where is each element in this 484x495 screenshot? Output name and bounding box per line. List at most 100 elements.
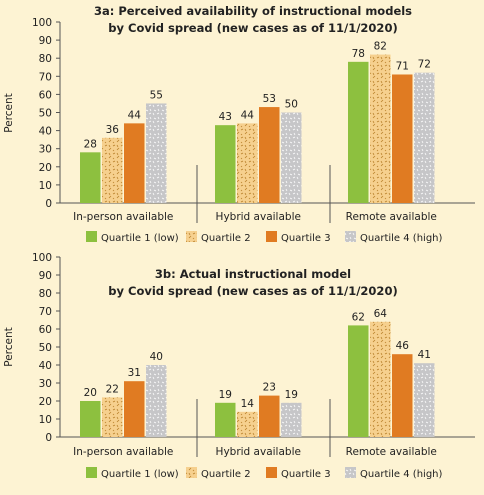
chart-3b-bar <box>392 354 413 437</box>
chart-3a-bar <box>414 72 435 204</box>
chart-3b-legend-label: Quartile 2 <box>201 469 251 480</box>
chart-3a-ytick-label: 100 <box>32 17 52 29</box>
chart-3a: 3a: Perceived availability of instructio… <box>3 4 475 244</box>
chart-3b-ytick-label: 90 <box>39 270 52 282</box>
chart-3b-bars: 20 19 62 22 14 64 31 23 46 40 19 41 <box>80 308 435 437</box>
chart-3a-bar <box>281 112 302 203</box>
chart-3b-bar <box>124 381 145 437</box>
chart-3a-ytick-label: 80 <box>39 53 52 65</box>
chart-3a-category-label: Remote available <box>346 211 437 223</box>
chart-3b-category-label: Remote available <box>346 446 437 458</box>
chart-3b-ytick-label: 20 <box>39 396 52 408</box>
chart-3a-bar <box>392 74 413 204</box>
chart-3a-value-label: 82 <box>374 41 387 53</box>
chart-3a-value-label: 55 <box>150 89 163 101</box>
chart-3a-axes: 0 10 20 30 40 50 60 70 80 90 100 In-person availabl… <box>32 17 475 223</box>
chart-3b-value-label: 41 <box>418 349 431 361</box>
chart-3a-value-label: 43 <box>219 111 232 123</box>
chart-3a-ytick-label: 50 <box>39 108 52 120</box>
chart-3b-bar <box>348 325 369 437</box>
chart-3a-value-label: 71 <box>396 60 409 72</box>
chart-3a-legend-label: Quartile 3 <box>281 233 331 244</box>
chart-3b-value-label: 14 <box>241 398 255 410</box>
chart-3b-value-label: 22 <box>106 383 119 395</box>
chart-3b-legend-swatch <box>345 467 356 478</box>
chart-3a-ytick-label: 90 <box>39 35 52 47</box>
chart-3a-category-label: In-person available <box>73 211 173 223</box>
chart-3a-value-label: 53 <box>263 93 276 105</box>
chart-3a-value-label: 72 <box>418 59 431 71</box>
chart-3a-ytick-label: 10 <box>39 180 52 192</box>
chart-3b-value-label: 20 <box>84 387 97 399</box>
chart-3b-value-label: 31 <box>128 367 141 379</box>
chart-3b-legend-label: Quartile 4 (high) <box>360 469 443 480</box>
chart-3b-ytick-label: 50 <box>39 342 52 354</box>
chart-3b-legend-swatch <box>186 467 197 478</box>
chart-3a-legend-label: Quartile 1 (low) <box>101 233 179 244</box>
chart-3a-ytick-label: 70 <box>39 71 52 83</box>
chart-3b-category-label: In-person available <box>73 446 173 458</box>
chart-3a-bar <box>102 137 123 203</box>
chart-3b-ytick-label: 70 <box>39 306 52 318</box>
chart-3b-bar <box>237 411 258 437</box>
chart-3b-value-label: 62 <box>352 311 365 323</box>
chart-3a-bar <box>124 123 145 203</box>
chart-3b-legend: Quartile 1 (low) Quartile 2 Quartile 3 Quar… <box>86 467 443 480</box>
chart-3a-bar <box>237 123 258 203</box>
chart-3a-legend-swatch <box>186 231 197 242</box>
chart-3a-value-label: 36 <box>106 124 120 136</box>
chart-3b-bar <box>146 365 167 437</box>
chart-3a-ytick-label: 20 <box>39 162 52 174</box>
chart-3a-bar <box>348 61 369 203</box>
chart-3b-legend-swatch <box>86 467 97 478</box>
chart-3b-ylabel: Percent <box>3 327 15 367</box>
chart-3a-ytick-label: 40 <box>39 126 52 138</box>
chart-3a-value-label: 78 <box>352 48 365 60</box>
chart-3b-ytick-label: 0 <box>45 432 52 444</box>
chart-3b-title-line2: by Covid spread (new cases as of 11/1/20… <box>108 284 397 298</box>
chart-3a-value-label: 28 <box>84 138 97 150</box>
chart-3b-legend-swatch <box>266 467 277 478</box>
chart-3a-value-label: 44 <box>241 109 255 121</box>
chart-3a-value-label: 50 <box>285 99 298 111</box>
chart-3b-ytick-label: 40 <box>39 360 52 372</box>
chart-3a-bar <box>146 103 167 203</box>
chart-3a-ytick-label: 60 <box>39 89 52 101</box>
chart-3a-legend-label: Quartile 2 <box>201 233 251 244</box>
chart-3b-bar <box>370 321 391 437</box>
chart-3b-legend-label: Quartile 3 <box>281 469 331 480</box>
chart-3b-value-label: 64 <box>374 308 388 320</box>
chart-3b-ytick-label: 60 <box>39 324 52 336</box>
chart-3b-category-label: Hybrid available <box>216 446 301 458</box>
chart-3b-ytick-label: 30 <box>39 378 52 390</box>
chart-3b-ytick-label: 10 <box>39 414 52 426</box>
chart-3a-legend-swatch <box>266 231 277 242</box>
chart-3b-value-label: 40 <box>150 351 163 363</box>
chart-3b-value-label: 23 <box>263 382 276 394</box>
chart-3b-bar <box>414 363 435 437</box>
chart-3a-ytick-label: 30 <box>39 144 52 156</box>
chart-3a-legend-swatch <box>86 231 97 242</box>
chart-3a-bar <box>215 125 236 203</box>
chart-3b-legend-label: Quartile 1 (low) <box>101 469 179 480</box>
chart-3a-ytick-label: 0 <box>45 198 52 210</box>
chart-3a-ylabel: Percent <box>3 93 15 133</box>
chart-3b-ytick-label: 80 <box>39 288 52 300</box>
chart-3a-value-label: 44 <box>128 109 142 121</box>
chart-3b-bar <box>215 402 236 437</box>
chart-3a-title-line1: 3a: Perceived availability of instructio… <box>94 4 412 18</box>
chart-3a-category-label: Hybrid available <box>216 211 301 223</box>
chart-3b-value-label: 19 <box>285 389 298 401</box>
chart-3a-bar <box>370 54 391 203</box>
chart-3b: 3b: Actual instructional model by Covid … <box>3 252 475 480</box>
chart-3a-legend-label: Quartile 4 (high) <box>360 233 443 244</box>
chart-3b-bar <box>259 395 280 437</box>
chart-3b-value-label: 46 <box>396 340 410 352</box>
chart-3b-bar <box>80 401 101 437</box>
chart-3b-value-label: 19 <box>219 389 232 401</box>
chart-3b-ytick-label: 100 <box>32 252 52 264</box>
chart-3a-legend-swatch <box>345 231 356 242</box>
chart-3b-bar <box>281 402 302 437</box>
chart-3a-bar <box>80 152 101 203</box>
